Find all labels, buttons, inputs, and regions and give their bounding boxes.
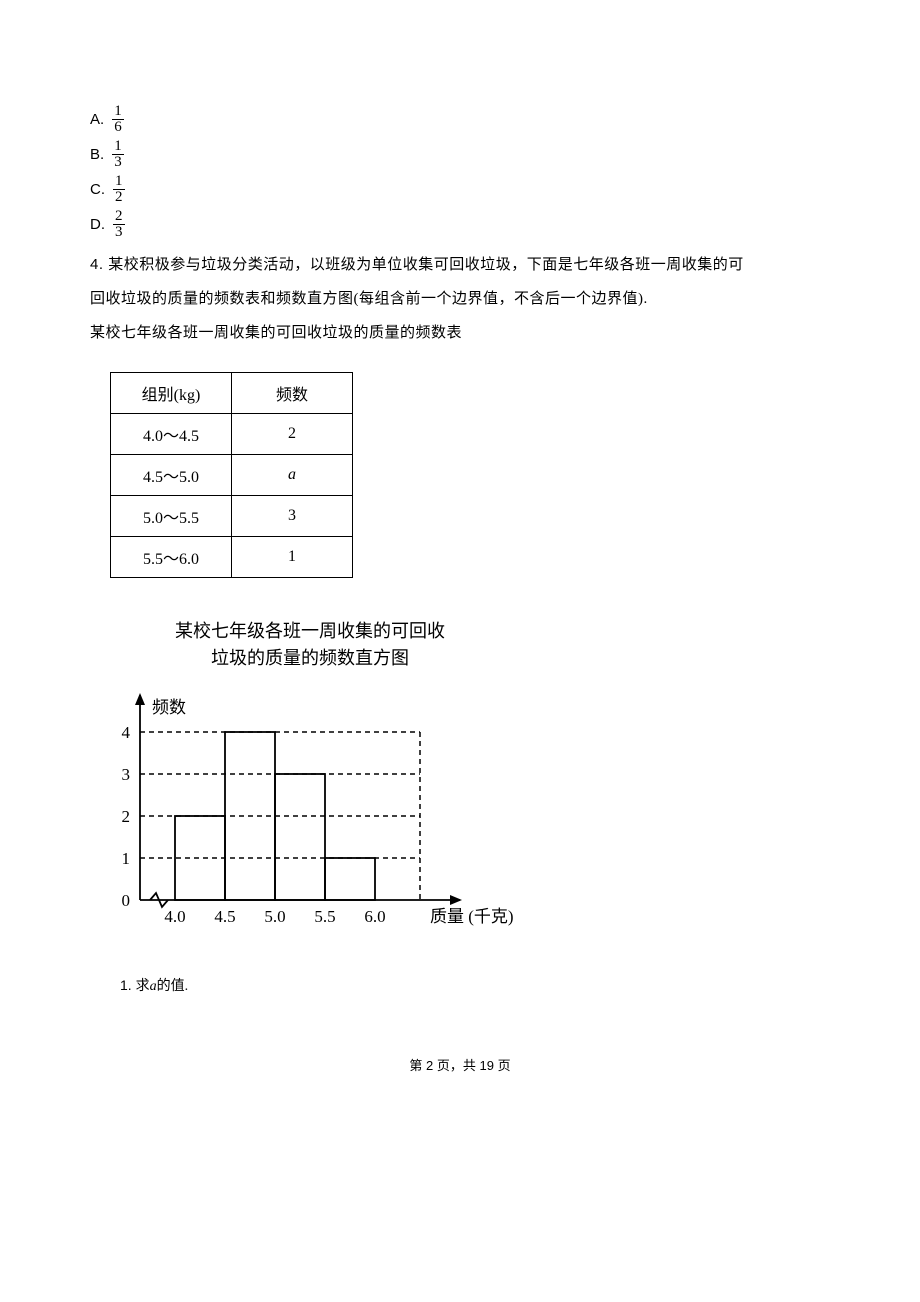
page-footer: 第 2 页，共 19 页 <box>90 1055 830 1074</box>
sub-question-1: 1. 求a的值. <box>120 975 830 995</box>
frequency-table: 组别(kg) 频数 4.0～4.5 2 4.5～5.0 a 5.0～5.5 3 … <box>110 372 353 578</box>
table-cell: 4.5～5.0 <box>111 455 232 496</box>
question-number: 4. <box>90 256 108 273</box>
table-header: 频数 <box>232 373 353 414</box>
svg-text:5.5: 5.5 <box>314 907 335 926</box>
option-b: B. 1 3 <box>90 139 830 170</box>
table-row: 4.0～4.5 2 <box>111 414 353 455</box>
histogram-svg: 0 1 2 3 4 频数 4.0 4.5 5.0 5.5 6.0 质量 (千克) <box>100 680 530 940</box>
table-cell: 4.0～4.5 <box>111 414 232 455</box>
svg-text:6.0: 6.0 <box>364 907 385 926</box>
svg-text:1: 1 <box>122 849 131 868</box>
question-4-text-l3: 某校七年级各班一周收集的可回收垃圾的质量的频数表 <box>90 318 830 348</box>
svg-text:4.0: 4.0 <box>164 907 185 926</box>
fraction: 2 3 <box>113 209 125 240</box>
answer-options: A. 1 6 B. 1 3 C. 1 2 D. 2 3 <box>90 104 830 240</box>
svg-text:5.0: 5.0 <box>264 907 285 926</box>
table-cell: 5.0～5.5 <box>111 496 232 537</box>
table-cell: 3 <box>232 496 353 537</box>
fraction: 1 3 <box>112 139 124 170</box>
option-a: A. 1 6 <box>90 104 830 135</box>
fraction: 1 6 <box>112 104 124 135</box>
option-letter: D. <box>90 216 105 233</box>
table-row: 4.5～5.0 a <box>111 455 353 496</box>
table-row: 5.5～6.0 1 <box>111 537 353 578</box>
svg-text:质量 (千克): 质量 (千克) <box>430 907 514 926</box>
question-4-text: 4. 某校积极参与垃圾分类活动，以班级为单位收集可回收垃圾，下面是七年级各班一周… <box>90 250 830 280</box>
chart-title: 某校七年级各班一周收集的可回收 垃圾的质量的频数直方图 <box>100 618 520 672</box>
svg-text:4: 4 <box>122 723 131 742</box>
table-header: 组别(kg) <box>111 373 232 414</box>
option-c: C. 1 2 <box>90 174 830 205</box>
option-d: D. 2 3 <box>90 209 830 240</box>
svg-text:2: 2 <box>122 807 131 826</box>
question-4-text-l2: 回收垃圾的质量的频数表和频数直方图(每组含前一个边界值，不含后一个边界值). <box>90 284 830 314</box>
svg-text:频数: 频数 <box>152 698 186 717</box>
option-letter: B. <box>90 146 104 163</box>
option-letter: A. <box>90 111 104 128</box>
fraction: 1 2 <box>113 174 125 205</box>
table-cell: 1 <box>232 537 353 578</box>
table-cell: 5.5～6.0 <box>111 537 232 578</box>
table-cell: a <box>232 455 353 496</box>
svg-text:0: 0 <box>122 891 131 910</box>
option-letter: C. <box>90 181 105 198</box>
table-row: 5.0～5.5 3 <box>111 496 353 537</box>
table-cell: 2 <box>232 414 353 455</box>
svg-text:3: 3 <box>122 765 131 784</box>
histogram-area: 某校七年级各班一周收集的可回收 垃圾的质量的频数直方图 0 1 2 3 4 频数 4.0 4.… <box>100 618 830 945</box>
svg-text:4.5: 4.5 <box>214 907 235 926</box>
table-header-row: 组别(kg) 频数 <box>111 373 353 414</box>
